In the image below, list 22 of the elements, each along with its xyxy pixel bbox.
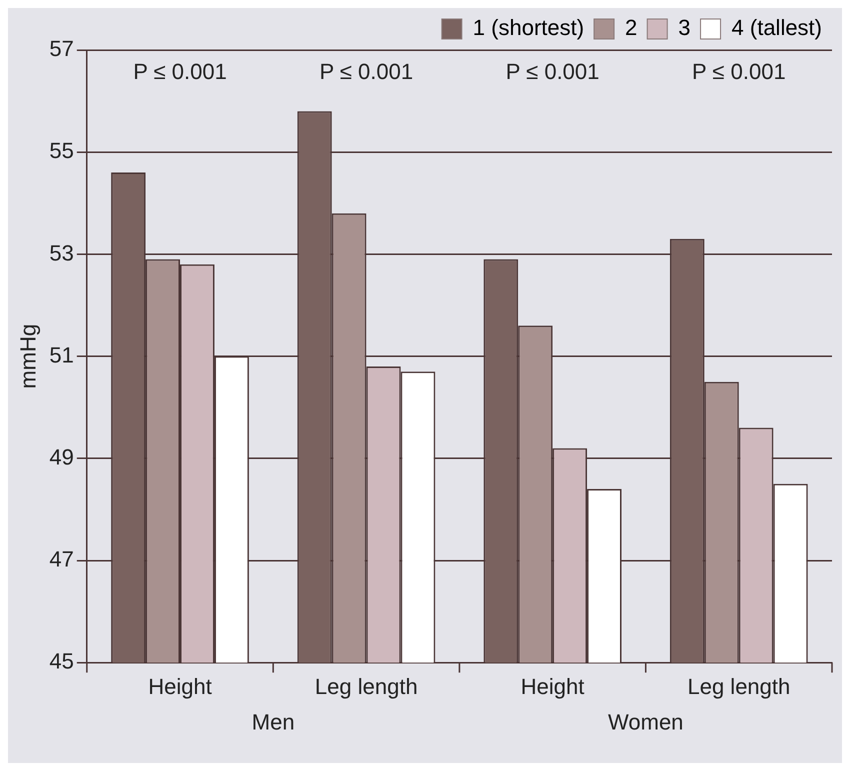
y-tick-label: 45 xyxy=(49,648,74,674)
y-tick-label: 51 xyxy=(49,342,74,368)
x-tick-label: Leg length xyxy=(314,674,418,699)
text: Women xyxy=(608,710,684,735)
annotation: P ≤ 0.001 xyxy=(692,59,786,84)
legend-label: 3 xyxy=(678,15,691,40)
y-tick-label: 53 xyxy=(49,240,74,266)
legend-label: 2 xyxy=(625,15,638,40)
y-tick-label: 47 xyxy=(49,546,74,572)
y-tick-label: 49 xyxy=(49,444,74,470)
x-tick-label: Leg length xyxy=(687,674,790,699)
y-tick-label: 57 xyxy=(49,36,74,62)
y-axis-title: mmHg xyxy=(15,324,40,389)
y-tick-label: 55 xyxy=(49,138,74,164)
annotation: P ≤ 0.001 xyxy=(133,59,227,84)
x-tick-label: Height xyxy=(148,674,212,699)
annotation: P ≤ 0.001 xyxy=(319,59,414,84)
annotation: P ≤ 0.001 xyxy=(506,59,600,84)
legend-label: 1 (shortest) xyxy=(472,15,584,40)
x-tick-label: Height xyxy=(520,674,584,699)
text: Men xyxy=(252,710,295,735)
legend-label: 4 (tallest) xyxy=(732,15,822,40)
